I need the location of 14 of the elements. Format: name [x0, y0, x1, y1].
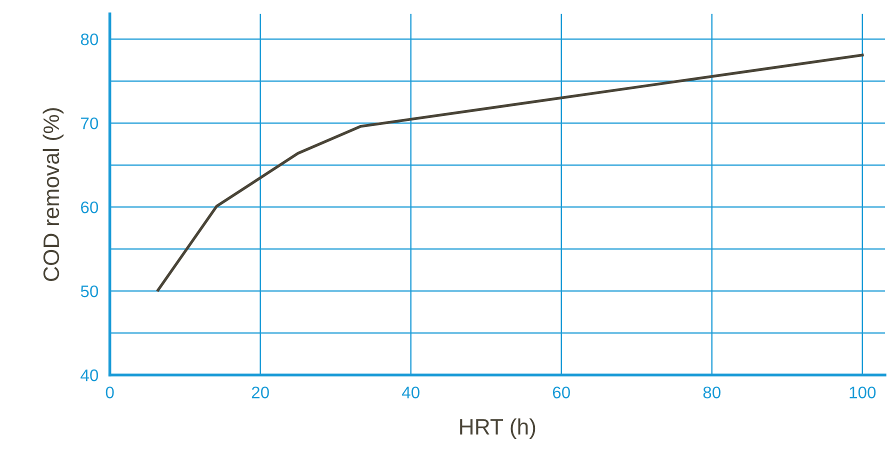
y-tick-label: 40	[80, 369, 98, 382]
y-tick-label: 80	[80, 33, 98, 46]
x-axis-title: HRT (h)	[460, 418, 536, 440]
x-tick-label: 20	[252, 386, 269, 398]
x-tick-label: 80	[703, 386, 720, 398]
line-series	[156, 54, 864, 292]
x-tick-label: 100	[850, 386, 876, 398]
y-tick-label: 60	[81, 201, 98, 214]
y-tick-label: 70	[81, 117, 98, 130]
x-tick-label: 60	[552, 386, 570, 398]
x-tick-label: 40	[402, 386, 420, 398]
y-tick-label: 50	[80, 285, 98, 298]
x-tick-label: 0	[106, 386, 114, 398]
y-axis-title: COD removal (%)	[42, 108, 64, 281]
